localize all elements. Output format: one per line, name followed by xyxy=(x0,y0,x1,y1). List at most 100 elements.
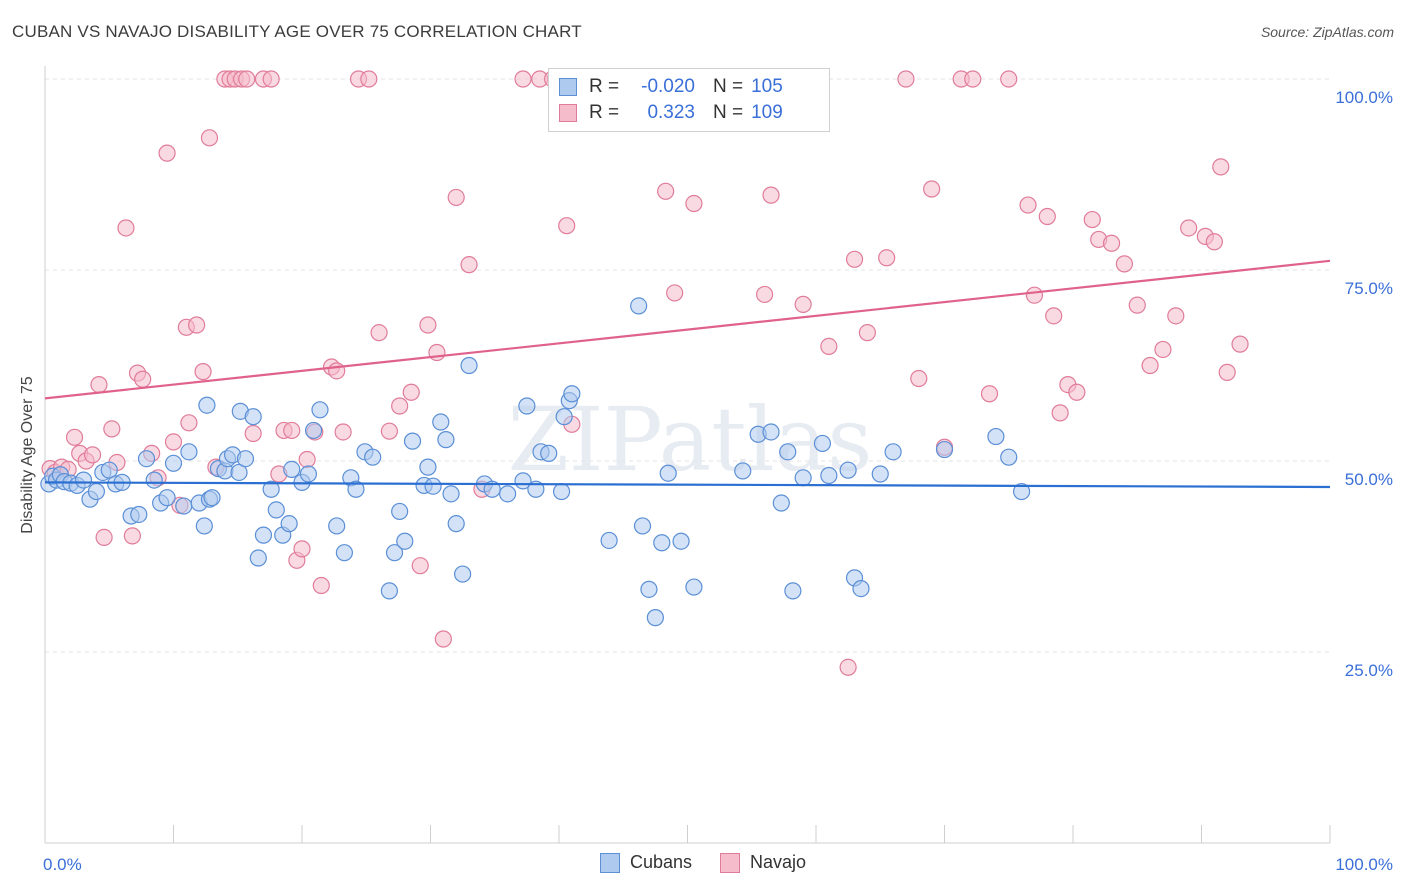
navajo-point xyxy=(1019,196,1037,214)
correlation-legend: R = -0.020 N = 105 R = 0.323 N = 109 xyxy=(548,68,830,132)
cubans-point xyxy=(734,462,752,480)
cubans-point xyxy=(130,505,148,524)
n-label: N = xyxy=(713,102,744,123)
cubans-point xyxy=(195,517,213,535)
cubans-point xyxy=(432,413,450,431)
cubans-swatch xyxy=(599,852,620,873)
chart-title: CUBAN VS NAVAJO DISABILITY AGE OVER 75 C… xyxy=(12,22,582,41)
series-legend: Cubans Navajo xyxy=(0,852,1406,873)
x-tick-label: 0.0% xyxy=(43,855,82,874)
navajo-point xyxy=(103,420,121,438)
navajo-point xyxy=(1128,296,1146,314)
navajo-point xyxy=(370,324,388,342)
navajo-point xyxy=(514,70,532,88)
n-value: 105 xyxy=(751,76,783,97)
navajo-point xyxy=(262,70,280,88)
navajo-point xyxy=(1180,219,1198,237)
cubans-point xyxy=(249,549,267,567)
cubans-trend-line xyxy=(44,481,1331,489)
cubans-point xyxy=(311,401,329,419)
cubans-point xyxy=(685,578,703,596)
cubans-point xyxy=(158,489,176,507)
navajo-point xyxy=(1051,404,1069,422)
cubans-point xyxy=(198,396,216,414)
axes xyxy=(44,66,1331,844)
navajo-point xyxy=(447,188,465,207)
navajo-point xyxy=(360,70,378,88)
navajo-point xyxy=(685,194,703,213)
cubans-point xyxy=(499,485,517,503)
cubans-point xyxy=(460,356,478,375)
y-tick-label: 100.0% xyxy=(1335,88,1393,107)
y-tick-label: 75.0% xyxy=(1345,279,1393,298)
legend-item-cubans[interactable]: Cubans xyxy=(599,852,692,873)
navajo-point xyxy=(411,557,429,575)
cubans-points xyxy=(40,297,1031,627)
navajo-point xyxy=(1141,356,1159,375)
navajo-point xyxy=(238,70,256,88)
navajo-point xyxy=(380,422,398,440)
navajo-point xyxy=(820,337,838,355)
y-tick-label: 50.0% xyxy=(1345,470,1393,489)
cubans-point xyxy=(640,580,658,598)
cubans-point xyxy=(304,421,323,440)
navajo-point xyxy=(117,219,135,237)
cubans-point xyxy=(454,565,472,583)
legend-item-navajo[interactable]: Navajo xyxy=(720,852,806,873)
navajo-point xyxy=(858,324,877,342)
cubans-point xyxy=(483,480,501,498)
navajo-point xyxy=(312,576,330,595)
cubans-point xyxy=(540,444,558,462)
cubans-point xyxy=(987,427,1005,446)
cubans-point xyxy=(419,458,437,476)
cubans-point xyxy=(299,465,318,483)
cubans-point xyxy=(772,494,790,512)
navajo-point xyxy=(1025,286,1044,304)
cubans-point xyxy=(385,544,404,562)
navajo-point xyxy=(1167,307,1185,325)
cubans-point xyxy=(659,464,677,482)
navajo-point xyxy=(244,424,262,443)
cubans-point xyxy=(396,532,414,550)
cubans-point xyxy=(236,450,255,468)
navajo-swatch xyxy=(559,104,577,122)
navajo-point xyxy=(755,285,774,304)
navajo-point xyxy=(657,182,675,200)
navajo-point xyxy=(158,144,176,162)
navajo-point xyxy=(1205,233,1223,251)
cubans-point xyxy=(230,463,248,482)
navajo-point xyxy=(293,540,311,558)
navajo-point xyxy=(1038,207,1056,226)
navajo-point xyxy=(134,370,152,388)
cubans-point xyxy=(254,526,273,544)
navajo-trend-line xyxy=(44,259,1331,400)
cubans-point xyxy=(779,443,797,461)
navajo-swatch xyxy=(720,852,740,873)
legend-label-cubans: Cubans xyxy=(629,852,692,872)
navajo-point xyxy=(897,70,915,88)
navajo-point xyxy=(434,630,452,648)
navajo-point xyxy=(188,316,206,334)
cubans-point xyxy=(437,431,455,449)
cubans-point xyxy=(364,448,382,466)
navajo-point xyxy=(200,129,219,147)
cubans-point xyxy=(820,466,838,485)
cubans-point xyxy=(391,502,409,521)
legend-label-navajo: Navajo xyxy=(750,852,807,872)
x-tick-label: 100.0% xyxy=(1335,855,1393,874)
cubans-point xyxy=(762,423,780,441)
navajo-point xyxy=(1102,234,1121,252)
gridlines xyxy=(45,78,1330,653)
navajo-point xyxy=(90,376,108,394)
navajo-point xyxy=(558,217,576,235)
cubans-point xyxy=(852,579,870,598)
cubans-point xyxy=(347,480,365,498)
cubans-point xyxy=(672,532,690,550)
navajo-point xyxy=(419,316,437,334)
cubans-point xyxy=(563,385,581,403)
navajo-point xyxy=(666,284,684,302)
r-label: R = xyxy=(589,102,620,123)
navajo-point xyxy=(460,256,478,274)
cubans-point xyxy=(87,482,106,501)
